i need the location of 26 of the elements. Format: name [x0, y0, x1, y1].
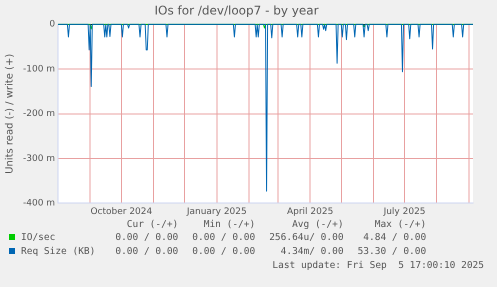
y-axis-title: Units read (-) / write (+)	[4, 54, 16, 174]
text: 4.34m/ 0.00	[280, 245, 344, 259]
text: Max (-/+)	[374, 219, 426, 231]
text: Avg (-/+)	[291, 219, 344, 231]
text: Min (-/+)	[202, 219, 256, 231]
text: 0.00 / 0.00	[114, 245, 178, 259]
y-tick-label: -100 m	[22, 64, 56, 74]
chart-title: IOs for /dev/loop7 - by year	[154, 3, 319, 18]
x-tick-label: July 2025	[382, 206, 426, 217]
legend-label: Req Size (KB)	[21, 246, 96, 257]
y-tick-label: -200 m	[22, 109, 56, 120]
text: Cur (-/+)	[126, 219, 178, 231]
y-tick-label: -300 m	[22, 154, 56, 164]
text: Last update: Fri Sep 5 17:00:10 2025	[272, 260, 484, 271]
legend-label: IO/sec	[21, 232, 56, 243]
text: 0.00 / 0.00	[191, 245, 256, 259]
x-tick-label: October 2024	[90, 206, 152, 217]
y-tick-label: 0	[49, 20, 56, 30]
text: 0.00 / 0.00	[191, 231, 256, 245]
text: 0.00 / 0.00	[114, 231, 178, 245]
x-tick-label: April 2025	[286, 206, 334, 217]
text: 4.84 / 0.00	[362, 231, 426, 245]
text: 256.64u/ 0.00	[268, 231, 344, 245]
text: 53.30 / 0.00	[356, 245, 426, 259]
x-tick-label: January 2025	[186, 206, 247, 217]
y-tick-label: -400 m	[22, 198, 56, 209]
